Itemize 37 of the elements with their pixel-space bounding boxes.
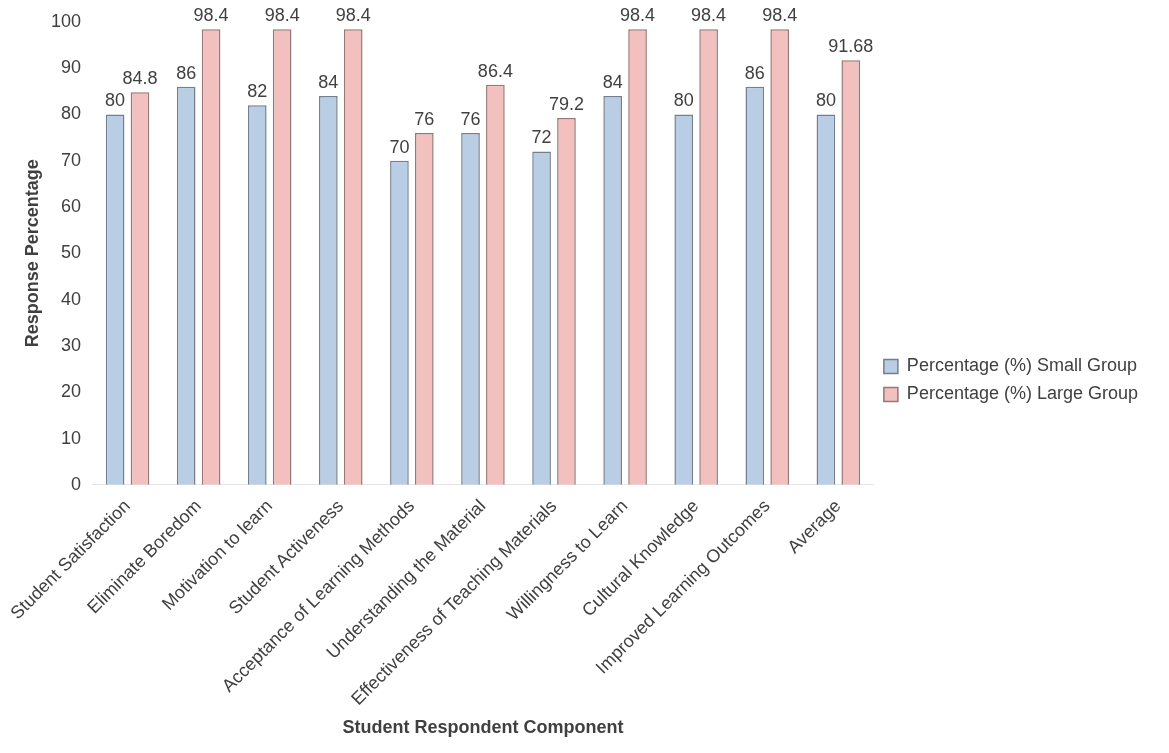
data-label: 82: [247, 81, 268, 102]
y-tick-label: 20: [60, 381, 82, 402]
data-label: 84.8: [122, 68, 158, 89]
data-label: 84: [318, 71, 339, 92]
data-label: 86: [744, 62, 765, 83]
data-label: 86: [176, 62, 197, 83]
data-label: 80: [105, 90, 126, 111]
data-label: 70: [389, 136, 410, 157]
data-label: 84: [602, 71, 623, 92]
y-tick-label: 60: [60, 195, 82, 216]
y-tick-label: 0: [71, 473, 82, 494]
data-label: 79.2: [548, 94, 584, 115]
data-label: 72: [531, 127, 552, 148]
data-label: 98.4: [335, 5, 371, 26]
data-label: 80: [673, 90, 694, 111]
legend-label: Percentage (%) Large Group: [906, 383, 1139, 404]
data-label: 91.68: [828, 36, 874, 57]
x-axis-title: Student Respondent Component: [342, 717, 624, 738]
data-label: 98.4: [620, 5, 656, 26]
y-tick-label: 80: [60, 103, 82, 124]
y-tick-label: 90: [60, 57, 82, 78]
y-axis-title: Response Percentage: [22, 159, 43, 348]
y-tick-label: 50: [60, 242, 82, 263]
data-label: 76: [460, 108, 481, 129]
data-label: 98.4: [762, 5, 798, 26]
y-tick-label: 70: [60, 149, 82, 170]
data-label: 98.4: [691, 5, 727, 26]
data-label: 98.4: [193, 5, 229, 26]
data-label: 86.4: [477, 60, 513, 81]
data-label: 80: [815, 90, 836, 111]
data-label: 76: [414, 108, 435, 129]
y-tick-label: 10: [60, 427, 82, 448]
y-tick-label: 30: [60, 334, 82, 355]
y-tick-label: 100: [50, 10, 82, 31]
data-label: 98.4: [264, 5, 300, 26]
y-tick-label: 40: [60, 288, 82, 309]
legend-label: Percentage (%) Small Group: [906, 355, 1137, 376]
